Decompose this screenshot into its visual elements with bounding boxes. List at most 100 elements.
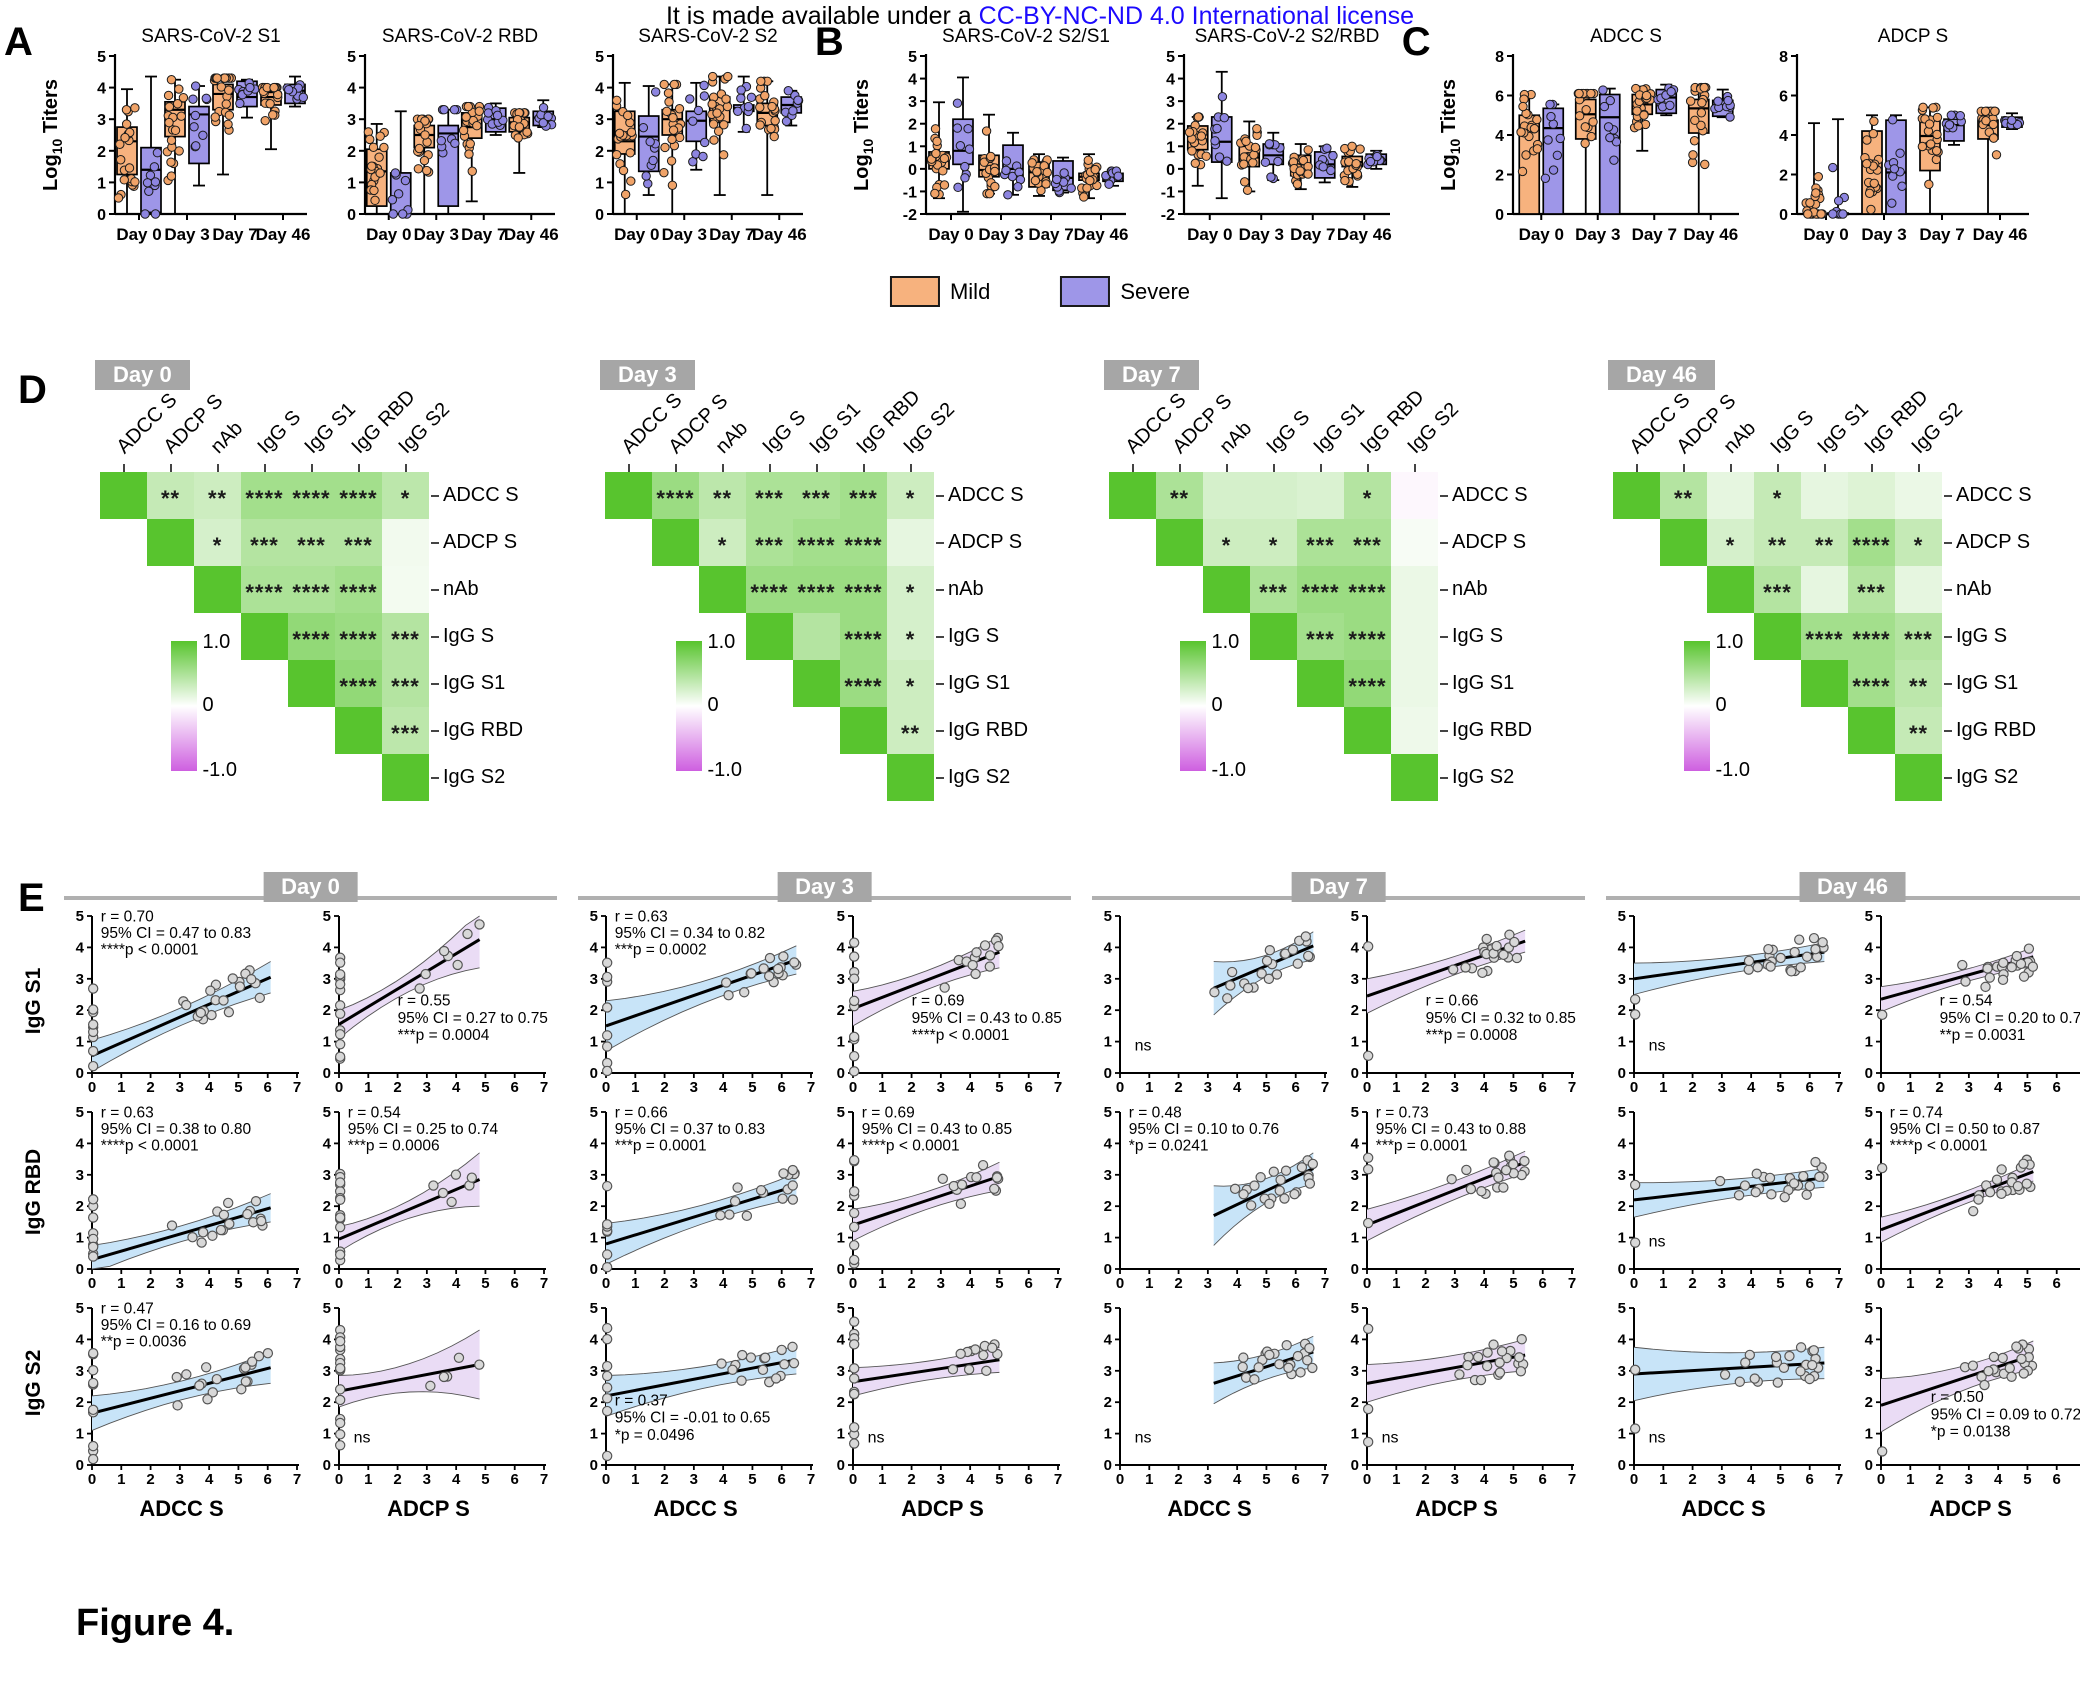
svg-text:7: 7 bbox=[1835, 1471, 1843, 1488]
svg-text:0: 0 bbox=[88, 1471, 96, 1488]
heatmap-cell bbox=[1250, 472, 1297, 519]
boxplot-sars-cov-2-rbd: SARS-CoV-2 RBD 0 1 2 3 4 5 Day 0 Day 3 Day 7 Day 4… bbox=[317, 22, 563, 263]
svg-text:3: 3 bbox=[837, 1363, 845, 1380]
svg-text:4: 4 bbox=[323, 1331, 332, 1348]
svg-text:Day 46: Day 46 bbox=[752, 225, 807, 244]
heatmap-cell: ** bbox=[1801, 519, 1848, 566]
svg-text:5: 5 bbox=[1166, 49, 1175, 66]
svg-text:Log10 Titers: Log10 Titers bbox=[40, 79, 65, 191]
heatmap-cell bbox=[1391, 660, 1438, 707]
svg-text:Day 3: Day 3 bbox=[1238, 225, 1283, 244]
heatmap-col-label: IgG S bbox=[253, 406, 306, 458]
svg-text:5: 5 bbox=[1776, 1079, 1784, 1096]
colorbar-label: 0 bbox=[202, 694, 214, 717]
heatmap-row-label: ADCC S bbox=[948, 484, 1024, 506]
heatmap-row-label: IgG RBD bbox=[1956, 719, 2037, 741]
heatmap-cell: **** bbox=[335, 472, 382, 519]
heatmap-cell: **** bbox=[1344, 613, 1391, 660]
svg-text:6: 6 bbox=[1806, 1079, 1814, 1096]
boxplot-sars-cov-2-s2-s1: SARS-CoV-2 S2/S1 -2 -1 0 1 2 3 4 5 Log10 Titers Da… bbox=[848, 22, 1134, 263]
svg-text:3: 3 bbox=[1718, 1471, 1726, 1488]
svg-text:0: 0 bbox=[1166, 162, 1175, 179]
svg-text:0: 0 bbox=[849, 1471, 857, 1488]
svg-text:5: 5 bbox=[323, 910, 331, 925]
svg-text:4: 4 bbox=[1747, 1275, 1756, 1292]
svg-text:1: 1 bbox=[1392, 1471, 1400, 1488]
colorbar-label: -1.0 bbox=[202, 759, 237, 782]
svg-text:0: 0 bbox=[595, 207, 604, 224]
svg-text:2: 2 bbox=[660, 1275, 668, 1292]
day-badge: Day 46 bbox=[1799, 872, 1906, 902]
heatmap-cell: **** bbox=[288, 566, 335, 613]
svg-text:1: 1 bbox=[1351, 1426, 1359, 1443]
svg-text:1: 1 bbox=[837, 1230, 845, 1247]
svg-text:Day 0: Day 0 bbox=[928, 225, 973, 244]
svg-text:0: 0 bbox=[1116, 1471, 1124, 1488]
figure-caption-label: Figure 4. bbox=[76, 1602, 235, 1644]
legend-item-mild: Mild bbox=[889, 276, 990, 307]
svg-text:Day 0: Day 0 bbox=[1803, 225, 1848, 244]
svg-text:Log10 Titers: Log10 Titers bbox=[851, 79, 876, 191]
svg-text:3: 3 bbox=[76, 1167, 84, 1184]
svg-text:4: 4 bbox=[205, 1079, 214, 1096]
svg-text:-1: -1 bbox=[903, 184, 917, 201]
heatmap-cell bbox=[382, 519, 429, 566]
svg-text:1: 1 bbox=[1659, 1079, 1667, 1096]
svg-text:6: 6 bbox=[1025, 1471, 1033, 1488]
svg-text:4: 4 bbox=[1480, 1471, 1489, 1488]
svg-text:****p < 0.0001: ****p < 0.0001 bbox=[862, 1137, 960, 1154]
svg-text:Day 3: Day 3 bbox=[413, 225, 458, 244]
svg-text:0: 0 bbox=[1779, 207, 1788, 224]
colorbar-label: -1.0 bbox=[1211, 759, 1246, 782]
license-link[interactable]: CC-BY-NC-ND 4.0 International license bbox=[978, 2, 1415, 30]
svg-text:2: 2 bbox=[1421, 1079, 1429, 1096]
heatmap-cell bbox=[382, 754, 429, 801]
svg-text:0: 0 bbox=[1630, 1079, 1638, 1096]
heatmap-cell: * bbox=[1203, 519, 1250, 566]
svg-text:1: 1 bbox=[837, 1426, 845, 1443]
svg-text:5: 5 bbox=[1865, 1106, 1873, 1121]
svg-text:4: 4 bbox=[1994, 1275, 2003, 1292]
heatmap-cell: *** bbox=[382, 613, 429, 660]
svg-text:95% CI = 0.43 to 0.88: 95% CI = 0.43 to 0.88 bbox=[1376, 1121, 1526, 1138]
svg-text:4: 4 bbox=[1104, 1331, 1113, 1348]
svg-text:5: 5 bbox=[837, 1302, 845, 1317]
svg-text:2: 2 bbox=[1865, 1002, 1873, 1019]
svg-text:-2: -2 bbox=[1161, 207, 1175, 224]
svg-text:2: 2 bbox=[76, 1002, 84, 1019]
heatmap-cell: *** bbox=[793, 472, 840, 519]
svg-text:4: 4 bbox=[1233, 1079, 1242, 1096]
svg-text:3: 3 bbox=[1451, 1471, 1459, 1488]
svg-text:0: 0 bbox=[1865, 1261, 1873, 1278]
svg-text:2: 2 bbox=[1779, 168, 1788, 185]
svg-text:3: 3 bbox=[595, 112, 604, 129]
svg-text:4: 4 bbox=[452, 1275, 461, 1292]
svg-text:Day 0: Day 0 bbox=[1518, 225, 1563, 244]
heatmap-cell: **** bbox=[840, 519, 887, 566]
svg-text:1: 1 bbox=[590, 1230, 598, 1247]
svg-text:4: 4 bbox=[590, 1331, 599, 1348]
svg-text:*p = 0.0241: *p = 0.0241 bbox=[1129, 1137, 1209, 1154]
heatmap-cell: *** bbox=[1297, 613, 1344, 660]
heatmap-cell bbox=[1895, 472, 1942, 519]
heatmap-cell: **** bbox=[241, 566, 288, 613]
heatmap-cell bbox=[1801, 660, 1848, 707]
svg-text:4: 4 bbox=[590, 1135, 599, 1152]
svg-text:6: 6 bbox=[778, 1471, 786, 1488]
heatmap-cell: ** bbox=[147, 472, 194, 519]
heatmap-col-label: nAb bbox=[711, 417, 753, 458]
heatmap-cell: **** bbox=[335, 566, 382, 613]
svg-text:*p = 0.0496: *p = 0.0496 bbox=[615, 1427, 695, 1444]
heatmap-cell: * bbox=[1344, 472, 1391, 519]
heatmap-cell bbox=[194, 566, 241, 613]
svg-text:1: 1 bbox=[1618, 1426, 1626, 1443]
svg-text:3: 3 bbox=[1865, 971, 1873, 988]
heatmap-cell bbox=[1660, 519, 1707, 566]
heatmap-cell: * bbox=[887, 660, 934, 707]
